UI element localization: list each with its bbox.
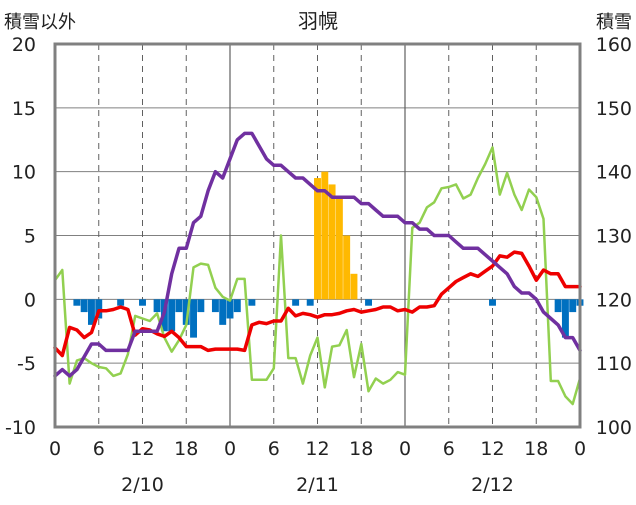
snow-decrease-bar <box>73 299 81 306</box>
left-tick-labels: 20 15 10 5 0 -5 -10 <box>5 34 36 439</box>
snow-decrease-bar <box>292 299 300 306</box>
snow-decrease-bar <box>569 299 577 313</box>
right-tick-label: 140 <box>596 162 632 184</box>
snow-decrease-bar <box>182 299 190 325</box>
x-tick-label: 6 <box>93 438 105 460</box>
series-lines <box>53 131 582 406</box>
date-labels: 2/10 2/11 2/12 <box>121 474 514 496</box>
left-tick-label: 20 <box>12 34 36 56</box>
x-tick-label: 12 <box>130 438 154 460</box>
left-tick-label: 10 <box>12 162 36 184</box>
x-tick-label: 18 <box>349 438 373 460</box>
snow-decrease-bar <box>117 299 125 306</box>
snow-decrease-bar <box>153 299 161 313</box>
snow-decrease-bar <box>233 299 241 313</box>
snow-decrease-bar <box>139 299 146 306</box>
right-tick-labels: 160 150 140 130 120 110 100 <box>596 34 632 439</box>
right-tick-label: 160 <box>596 34 632 56</box>
x-tick-label: 18 <box>174 438 198 460</box>
right-tick-label: 150 <box>596 98 632 120</box>
right-tick-label: 120 <box>596 289 632 311</box>
snow-decrease-bar <box>554 299 562 313</box>
right-tick-label: 110 <box>596 353 632 375</box>
snowfall-bar <box>321 171 329 300</box>
x-tick-label: 12 <box>480 438 504 460</box>
snowfall-bar <box>350 273 358 300</box>
left-tick-label: 15 <box>12 98 36 120</box>
x-tick-label: 0 <box>399 438 411 460</box>
snow-decrease-bar <box>561 299 569 338</box>
right-tick-label: 100 <box>596 417 632 439</box>
snow-decrease-bar <box>226 299 234 319</box>
snowfall-bar <box>335 197 343 300</box>
date-label: 2/12 <box>471 474 514 496</box>
snow-decrease-bar <box>190 299 198 338</box>
snowfall-bar <box>328 184 336 300</box>
chart-title: 羽幌 <box>298 9 338 33</box>
x-tick-label: 0 <box>49 438 61 460</box>
left-axis-label: 積雪以外 <box>4 12 76 33</box>
snow-decrease-bar <box>248 299 256 306</box>
snow-decrease-bar <box>175 299 183 313</box>
x-tick-label: 0 <box>224 438 236 460</box>
x-tick-label: 0 <box>574 438 586 460</box>
x-tick-label: 12 <box>305 438 329 460</box>
snow-decrease-bar <box>87 299 95 325</box>
snowfall-bar <box>343 235 351 300</box>
right-axis-label: 積雪 <box>596 12 632 33</box>
snow-decrease-bar <box>489 299 496 306</box>
x-tick-label: 6 <box>268 438 280 460</box>
date-label: 2/10 <box>121 474 164 496</box>
x-tick-label: 6 <box>443 438 455 460</box>
left-tick-label: 0 <box>24 289 36 311</box>
left-tick-label: -5 <box>17 353 36 375</box>
date-label: 2/11 <box>296 474 339 496</box>
left-tick-label: 5 <box>24 226 36 248</box>
plot-frame <box>53 42 582 429</box>
x-tick-labels: 0 6 12 18 0 6 12 18 0 6 12 18 0 <box>49 438 586 460</box>
snow-decrease-bar <box>211 299 219 313</box>
right-tick-label: 130 <box>596 226 632 248</box>
snow-decrease-bar <box>197 299 205 313</box>
left-tick-label: -10 <box>5 417 36 439</box>
precipitation-bars <box>73 171 584 338</box>
x-tick-label: 18 <box>524 438 548 460</box>
snow-decrease-bar <box>219 299 227 325</box>
snow-decrease-bar <box>95 299 103 319</box>
snow-decrease-bar <box>365 299 373 306</box>
snow-decrease-bar <box>168 299 176 332</box>
snow-depth-line <box>53 131 582 378</box>
green-series-line <box>53 146 582 406</box>
snow-decrease-bar <box>306 299 314 306</box>
temperature-line <box>53 250 582 358</box>
snowfall-bar <box>314 178 321 300</box>
snow-decrease-bar <box>80 299 88 313</box>
